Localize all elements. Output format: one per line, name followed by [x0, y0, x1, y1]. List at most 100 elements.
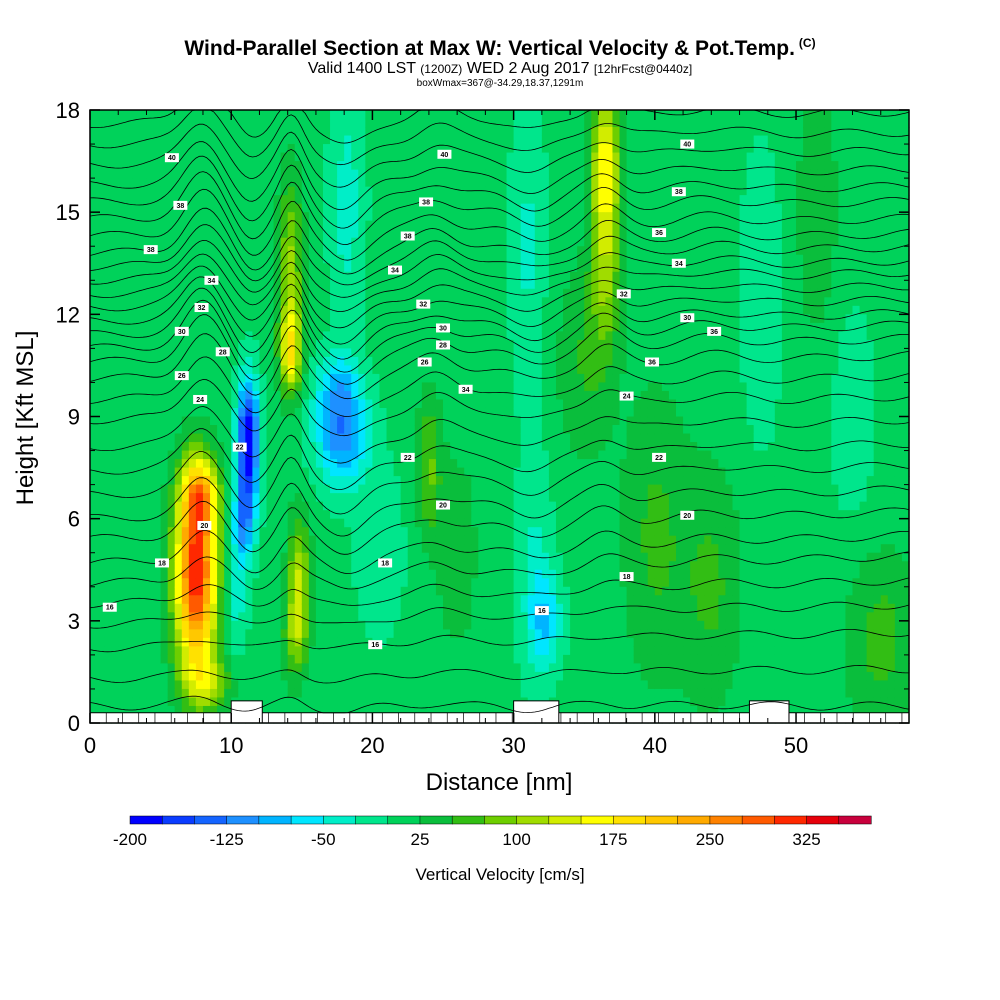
w-cell — [301, 331, 310, 341]
w-cell — [217, 373, 225, 384]
w-cell — [492, 314, 501, 324]
w-cell — [337, 390, 345, 401]
w-cell — [365, 365, 374, 375]
w-cell — [90, 373, 98, 384]
w-cell — [132, 493, 141, 503]
w-cell — [287, 629, 296, 639]
w-cell — [386, 629, 395, 639]
w-cell — [245, 178, 253, 188]
w-cell — [372, 339, 381, 349]
w-cell — [202, 663, 211, 673]
w-cell — [104, 212, 112, 222]
w-cell — [330, 254, 338, 264]
w-cell — [555, 425, 564, 435]
w-cell — [210, 697, 218, 707]
w-cell — [499, 552, 508, 562]
w-cell — [386, 510, 395, 520]
w-cell — [174, 586, 183, 596]
w-cell — [344, 203, 352, 213]
w-cell — [231, 552, 239, 562]
w-cell — [97, 416, 105, 426]
w-cell — [118, 390, 126, 401]
w-cell — [139, 348, 148, 358]
w-cell — [118, 416, 126, 426]
w-cell — [104, 382, 112, 392]
w-cell — [421, 595, 430, 605]
w-cell — [195, 688, 204, 699]
w-cell — [118, 518, 126, 528]
w-cell — [379, 356, 388, 367]
w-cell — [534, 663, 543, 673]
w-cell — [259, 246, 268, 256]
w-cell — [421, 433, 430, 443]
w-cell — [563, 382, 571, 392]
w-cell — [322, 399, 331, 409]
w-cell — [428, 339, 437, 349]
w-cell — [259, 152, 268, 162]
w-cell — [301, 535, 310, 545]
w-cell — [97, 705, 105, 716]
w-cell — [195, 382, 204, 392]
w-cell — [160, 263, 169, 273]
w-cell — [435, 271, 444, 281]
w-cell — [217, 433, 225, 443]
w-cell — [245, 254, 253, 264]
w-cell — [252, 135, 261, 145]
w-cell — [506, 620, 515, 630]
w-cell — [202, 535, 211, 545]
w-cell — [259, 688, 268, 699]
w-cell — [541, 314, 550, 324]
w-cell — [308, 365, 317, 375]
w-cell — [478, 195, 486, 205]
w-cell — [485, 220, 494, 230]
w-cell — [555, 595, 564, 605]
w-cell — [443, 399, 451, 409]
w-cell — [457, 586, 465, 596]
w-cell — [90, 365, 98, 375]
w-cell — [471, 484, 479, 494]
w-cell — [111, 390, 119, 401]
w-cell — [351, 697, 359, 707]
w-cell — [287, 416, 296, 426]
w-cell — [118, 527, 126, 537]
w-cell — [202, 612, 211, 622]
w-cell — [202, 484, 211, 494]
w-cell — [379, 603, 388, 613]
w-cell — [464, 484, 472, 494]
w-cell — [315, 646, 324, 656]
w-cell — [315, 629, 324, 639]
w-cell — [358, 271, 366, 281]
w-cell — [400, 263, 409, 273]
w-cell — [224, 263, 232, 273]
w-cell — [471, 390, 479, 401]
w-cell — [97, 390, 105, 401]
w-cell — [407, 680, 416, 690]
w-cell — [365, 229, 374, 239]
w-cell — [435, 297, 444, 307]
w-cell — [450, 407, 458, 418]
w-cell — [287, 212, 296, 222]
w-cell — [527, 569, 536, 579]
w-cell — [555, 280, 564, 290]
w-cell — [548, 646, 557, 656]
w-cell — [195, 646, 204, 656]
w-cell — [379, 237, 388, 247]
w-cell — [513, 178, 522, 188]
w-cell — [280, 144, 289, 154]
w-cell — [337, 127, 345, 137]
w-cell — [471, 314, 479, 324]
w-cell — [478, 271, 486, 281]
w-cell — [202, 331, 211, 341]
w-cell — [188, 544, 197, 554]
w-cell — [259, 578, 268, 588]
w-cell — [181, 467, 190, 477]
w-cell — [181, 331, 190, 341]
w-cell — [167, 178, 176, 188]
w-cell — [527, 169, 536, 179]
w-cell — [252, 680, 261, 690]
w-cell — [492, 476, 501, 486]
w-cell — [231, 433, 239, 443]
w-cell — [414, 442, 423, 452]
w-cell — [365, 671, 374, 682]
w-cell — [308, 322, 317, 332]
